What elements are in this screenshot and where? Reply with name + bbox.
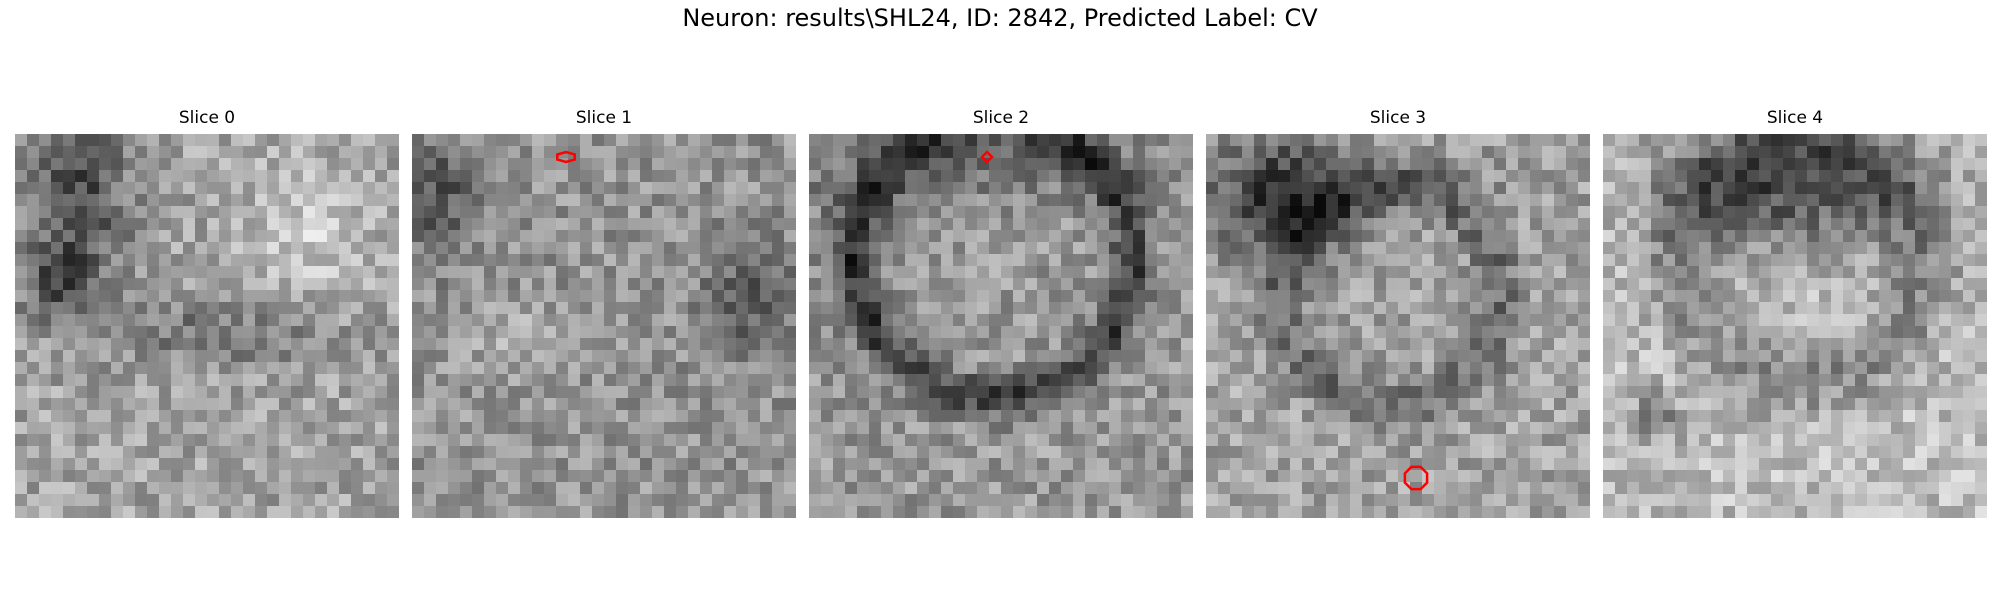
slice-image-2 — [809, 134, 1193, 518]
slice-title: Slice 0 — [178, 108, 236, 128]
slice-image-1 — [412, 134, 796, 518]
figure-title: Neuron: results\SHL24, ID: 2842, Predict… — [682, 4, 1318, 32]
slice-image-4 — [1603, 134, 1987, 518]
slice-image-3 — [1206, 134, 1590, 518]
roi-marker — [556, 150, 576, 164]
roi-marker — [1403, 465, 1429, 491]
roi-marker — [980, 150, 994, 164]
slice-title: Slice 4 — [1766, 108, 1824, 128]
slice-title: Slice 1 — [575, 108, 633, 128]
slice-title: Slice 2 — [972, 108, 1030, 128]
slice-image-0 — [15, 134, 399, 518]
slice-title: Slice 3 — [1369, 108, 1427, 128]
